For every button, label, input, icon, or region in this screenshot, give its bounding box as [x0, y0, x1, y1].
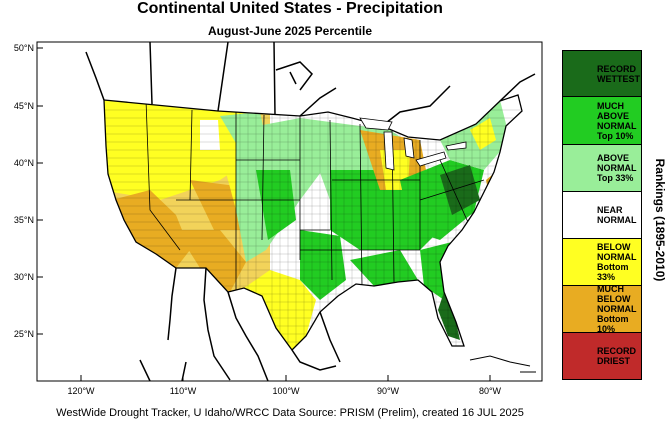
legend-label: BELOW NORMAL Bottom 33%: [597, 242, 637, 282]
great-lakes: [359, 117, 467, 171]
legend-label: NEAR NORMAL: [597, 205, 637, 225]
lat-label: 45°N: [14, 101, 34, 111]
caribbean-islands: [469, 355, 536, 373]
map-subtitle: August-June 2025 Percentile: [207, 24, 373, 38]
lat-label: 30°N: [14, 272, 34, 282]
lat-label: 35°N: [14, 215, 34, 225]
legend-item-record-driest: RECORD DRIEST: [562, 332, 642, 380]
legend-label: ABOVE NORMAL Top 33%: [597, 153, 637, 183]
data-source-credit: WestWide Drought Tracker, U Idaho/WRCC D…: [56, 407, 524, 419]
legend-label: MUCH BELOW NORMAL Bottom 10%: [597, 284, 637, 334]
lat-label: 50°N: [14, 43, 34, 53]
map-frame: [36, 41, 543, 382]
lat-label: 25°N: [14, 329, 34, 339]
legend: RECORD WETTEST MUCH ABOVE NORMAL Top 10%…: [562, 50, 642, 380]
legend-item-above-normal: ABOVE NORMAL Top 33%: [562, 144, 642, 192]
map-title: Continental United States - Precipitatio…: [137, 0, 443, 17]
lon-label: 120°W: [67, 386, 95, 396]
lon-label: 90°W: [377, 386, 400, 396]
lon-label: 100°W: [272, 386, 300, 396]
legend-item-much-above-normal: MUCH ABOVE NORMAL Top 10%: [562, 96, 642, 145]
legend-label: RECORD WETTEST: [597, 63, 640, 84]
lon-label: 110°W: [170, 386, 197, 396]
conus-outline: [103, 94, 523, 351]
legend-item-record-wettest: RECORD WETTEST: [562, 50, 642, 97]
legend-item-below-normal: BELOW NORMAL Bottom 33%: [562, 238, 642, 286]
legend-label: MUCH ABOVE NORMAL Top 10%: [597, 100, 637, 141]
legend-item-near-normal: NEAR NORMAL: [562, 191, 642, 239]
latitude-axis: [37, 47, 43, 335]
longitude-axis: [80, 375, 491, 381]
lat-label: 40°N: [14, 158, 34, 168]
lon-label: 80°W: [479, 386, 502, 396]
legend-item-much-below-normal: MUCH BELOW NORMAL Bottom 10%: [562, 284, 642, 334]
legend-label: RECORD DRIEST: [597, 346, 637, 366]
legend-axis-label: Rankings (1895-2010): [653, 158, 667, 282]
